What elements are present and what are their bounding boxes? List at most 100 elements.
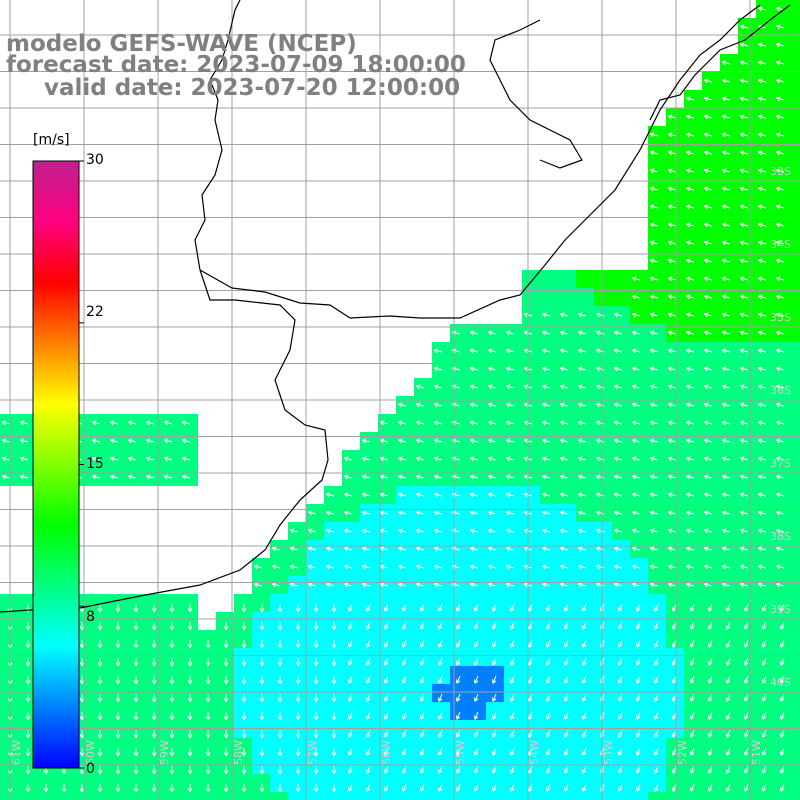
wind-arrow xyxy=(739,402,749,408)
model-title: modelo GEFS-WAVE (NCEP) xyxy=(6,31,357,57)
wind-cell xyxy=(648,666,666,684)
wind-arrow xyxy=(115,622,121,631)
wind-arrow xyxy=(361,510,371,516)
wind-cell xyxy=(684,270,702,288)
wind-arrow xyxy=(379,510,389,516)
wind-arrow xyxy=(721,168,731,174)
wind-arrow xyxy=(739,60,749,66)
wind-arrow xyxy=(757,474,767,480)
wind-cell xyxy=(612,288,630,306)
wind-cell xyxy=(684,252,702,270)
wind-cell xyxy=(576,612,594,630)
wind-cell xyxy=(792,450,800,468)
wind-arrow xyxy=(667,312,677,318)
wind-arrow xyxy=(671,783,677,792)
wind-cell xyxy=(648,630,666,648)
wind-cell xyxy=(234,774,252,792)
wind-arrow xyxy=(703,78,713,84)
wind-cell xyxy=(0,594,18,612)
wind-cell xyxy=(486,648,504,666)
wind-cell xyxy=(468,684,486,702)
wind-arrow xyxy=(649,546,659,552)
wind-cell xyxy=(720,792,738,800)
wind-arrow xyxy=(187,658,193,667)
wind-arrow xyxy=(739,150,749,156)
wind-cell xyxy=(738,342,756,360)
wind-cell xyxy=(558,774,576,792)
wind-arrow xyxy=(649,384,659,390)
wind-arrow xyxy=(313,694,319,703)
wind-cell xyxy=(540,648,558,666)
wind-arrow xyxy=(725,747,731,756)
wind-cell xyxy=(486,774,504,792)
wind-cell xyxy=(504,450,522,468)
wind-arrow xyxy=(721,222,731,228)
wind-cell xyxy=(126,414,144,432)
wind-arrow xyxy=(187,766,193,775)
wind-cell xyxy=(720,684,738,702)
wind-cell xyxy=(306,702,324,720)
wind-cell xyxy=(558,558,576,576)
wind-arrow xyxy=(145,438,155,444)
wind-cell xyxy=(702,324,720,342)
wind-cell xyxy=(180,612,198,630)
wind-cell xyxy=(612,666,630,684)
wind-cell xyxy=(504,378,522,396)
wind-arrow xyxy=(127,438,137,444)
wind-cell xyxy=(774,360,792,378)
wind-arrow xyxy=(703,456,713,462)
wind-cell xyxy=(738,540,756,558)
colorbar-tick-label: 8 xyxy=(86,609,95,625)
wind-arrow xyxy=(455,621,461,630)
wind-cell xyxy=(540,378,558,396)
wind-cell xyxy=(666,540,684,558)
wind-cell xyxy=(198,630,216,648)
wind-arrow xyxy=(469,438,479,444)
wind-arrow xyxy=(433,582,443,588)
wind-arrow xyxy=(577,348,587,354)
wind-arrow xyxy=(721,420,731,426)
wind-cell xyxy=(756,126,774,144)
lon-label: 60W xyxy=(84,740,97,765)
wind-cell xyxy=(666,450,684,468)
wind-arrow xyxy=(685,276,695,282)
wind-arrow xyxy=(241,640,247,649)
wind-arrow xyxy=(415,546,425,552)
wind-cell xyxy=(396,612,414,630)
wind-arrow xyxy=(685,258,695,264)
wind-arrow xyxy=(761,621,767,630)
wind-cell xyxy=(558,270,576,288)
wind-cell xyxy=(738,612,756,630)
wind-cell xyxy=(576,450,594,468)
wind-cell xyxy=(306,684,324,702)
coastline-uruguay-brazil xyxy=(199,4,761,319)
wind-arrow xyxy=(491,639,497,648)
wind-cell xyxy=(468,630,486,648)
wind-arrow xyxy=(397,564,407,570)
wind-arrow xyxy=(775,312,785,318)
wind-arrow xyxy=(505,564,515,570)
wind-cell xyxy=(486,576,504,594)
wind-arrow xyxy=(563,729,569,738)
wind-arrow xyxy=(721,582,731,588)
wind-arrow xyxy=(649,528,659,534)
wind-arrow xyxy=(667,456,677,462)
wind-cell xyxy=(558,612,576,630)
wind-arrow xyxy=(115,694,121,703)
wind-arrow xyxy=(151,712,157,721)
wind-arrow xyxy=(259,658,265,667)
wind-arrow xyxy=(277,640,283,649)
wind-cell xyxy=(666,576,684,594)
wind-arrow xyxy=(631,564,641,570)
wind-arrow xyxy=(703,546,713,552)
wind-cell xyxy=(378,648,396,666)
wind-arrow xyxy=(743,603,749,612)
wind-cell xyxy=(702,414,720,432)
wind-cell xyxy=(684,522,702,540)
wind-cell xyxy=(288,540,306,558)
wind-arrow xyxy=(487,456,497,462)
wind-cell xyxy=(594,342,612,360)
wind-arrow xyxy=(595,384,605,390)
wind-arrow xyxy=(527,621,533,630)
wind-cell xyxy=(378,594,396,612)
